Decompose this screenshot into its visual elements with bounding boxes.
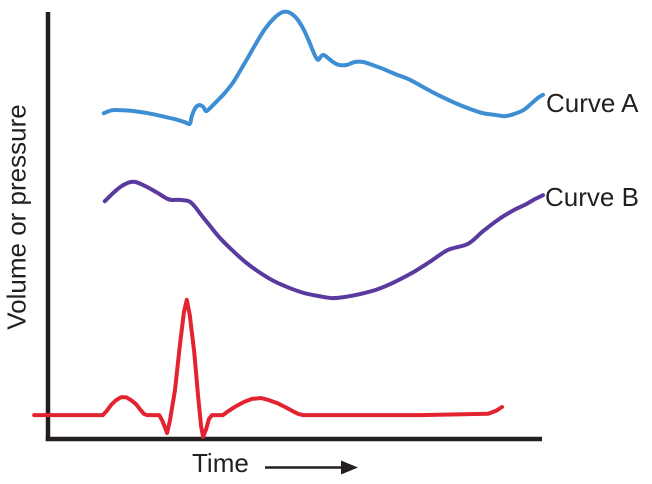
series-layer [32, 9, 545, 439]
arrowhead-icon [341, 460, 358, 475]
curve-a-label: Curve A [546, 88, 639, 118]
curve-a-curve [101, 9, 545, 127]
x-axis-label: Time [192, 448, 249, 478]
x-axis-arrow [265, 460, 358, 475]
y-axis-label: Volume or pressure [1, 104, 32, 330]
ecg-trace-curve [32, 297, 504, 439]
curve-b-label: Curve B [545, 182, 639, 212]
curve-b-curve [102, 179, 545, 301]
